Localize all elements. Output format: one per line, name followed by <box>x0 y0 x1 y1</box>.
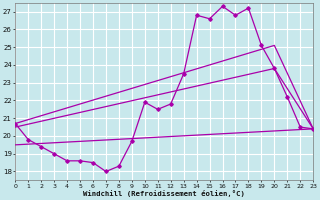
X-axis label: Windchill (Refroidissement éolien,°C): Windchill (Refroidissement éolien,°C) <box>83 190 245 197</box>
